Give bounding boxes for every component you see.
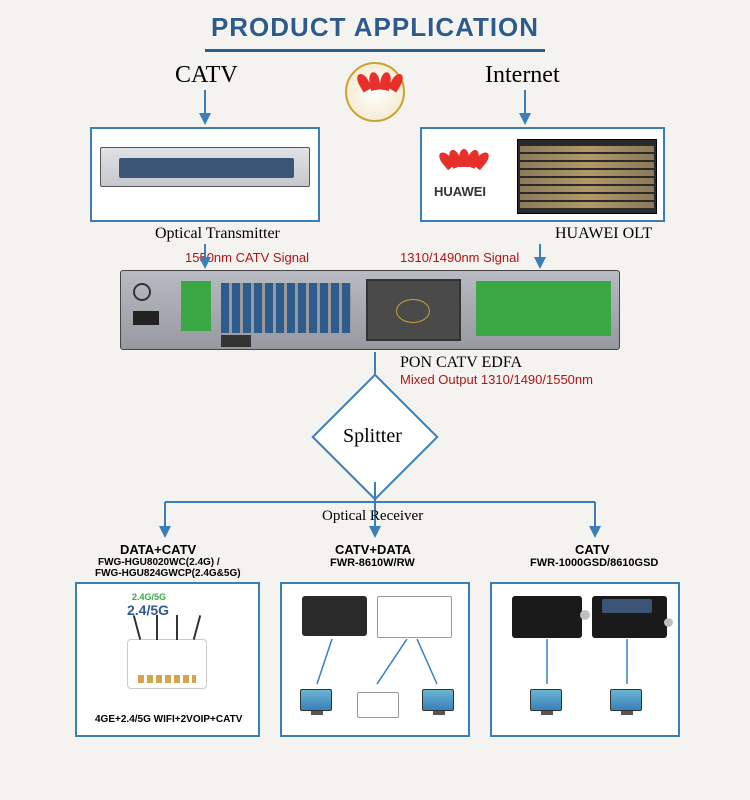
router-icon [127, 639, 207, 689]
col3-lines [492, 639, 682, 694]
col2-title: CATV+DATA [335, 542, 411, 557]
olt-device-icon [517, 139, 657, 214]
modem-icon [357, 692, 399, 718]
splitter-branches [120, 472, 630, 542]
col2-lines [282, 639, 472, 694]
edfa-device-icon [120, 270, 620, 350]
wifi-badge-top: 2.4G/5G [132, 592, 166, 602]
monitor3-icon [530, 689, 562, 711]
arrow-internet-down [515, 90, 535, 125]
onu2-icon [377, 596, 452, 638]
mixed-output-label: Mixed Output 1310/1490/1550nm [400, 372, 593, 387]
arrow-tx-down [195, 244, 215, 269]
col3-box [490, 582, 680, 737]
col1-box: 2.4G/5G 2.4/5G 4GE+2.4/5G WIFI+2VOIP+CAT… [75, 582, 260, 737]
monitor2-icon [422, 689, 454, 711]
huawei-logo-icon [437, 149, 487, 184]
col1-sub2: FWG-HGU824GWCP(2.4G&5G) [95, 568, 241, 579]
pon-edfa-label: PON CATV EDFA [400, 354, 522, 372]
catv-label: CATV [175, 62, 238, 89]
onu1-icon [302, 596, 367, 636]
arrow-olt-down [530, 244, 550, 269]
huawei-badge-icon [345, 62, 405, 122]
diagram-canvas: CATV Internet Optical Transmitter [0, 52, 750, 792]
col2-box [280, 582, 470, 737]
col2-sub: FWR-8610W/RW [330, 557, 415, 569]
onu4-icon [592, 596, 667, 638]
col1-title: DATA+CATV [120, 542, 196, 557]
col3-sub: FWR-1000GSD/8610GSD [530, 557, 658, 569]
huawei-olt-label: HUAWEI OLT [555, 225, 652, 243]
splitter-label: Splitter [343, 425, 402, 448]
huawei-text: HUAWEI [434, 184, 486, 199]
signal-1310-label: 1310/1490nm Signal [400, 250, 519, 265]
col3-title: CATV [575, 542, 609, 557]
optical-receiver-label: Optical Receiver [322, 508, 423, 525]
monitor4-icon [610, 689, 642, 711]
col1-sub1: FWG-HGU8020WC(2.4G) / [98, 557, 220, 568]
onu3-icon [512, 596, 582, 638]
optical-transmitter-label: Optical Transmitter [155, 225, 280, 243]
optical-transmitter-box [90, 127, 320, 222]
huawei-olt-box: HUAWEI [420, 127, 665, 222]
col1-bottom-label: 4GE+2.4/5G WIFI+2VOIP+CATV [95, 714, 242, 725]
monitor1-icon [300, 689, 332, 711]
page-title: PRODUCT APPLICATION [0, 0, 750, 47]
internet-label: Internet [485, 62, 560, 89]
transmitter-device-icon [100, 147, 310, 187]
arrow-catv-down [195, 90, 215, 125]
